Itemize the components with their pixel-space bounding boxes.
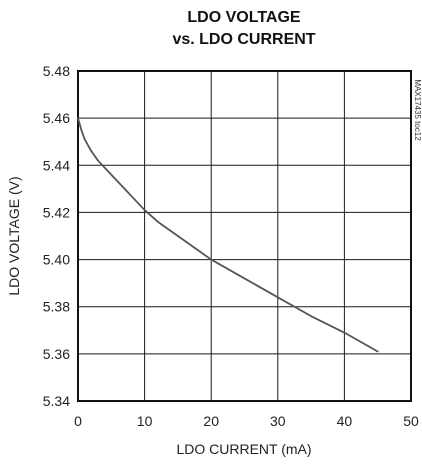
- y-tick-label: 5.48: [43, 63, 70, 79]
- y-tick-labels: 5.34 5.36 5.38 5.40 5.42 5.44 5.46 5.48: [43, 63, 70, 409]
- y-tick-label: 5.46: [43, 110, 70, 126]
- chart-title-line-1: LDO VOLTAGE: [187, 9, 301, 26]
- x-tick-label: 30: [270, 413, 286, 429]
- x-axis-label: LDO CURRENT (mA): [176, 441, 311, 457]
- x-tick-label: 50: [403, 413, 419, 429]
- x-tick-label: 0: [74, 413, 82, 429]
- x-tick-label: 20: [203, 413, 219, 429]
- y-tick-label: 5.34: [43, 393, 70, 409]
- y-tick-label: 5.40: [43, 252, 70, 268]
- y-tick-label: 5.38: [43, 299, 70, 315]
- series-line: [77, 117, 379, 353]
- y-tick-label: 5.36: [43, 346, 70, 362]
- side-label: MAX17435 toc12: [413, 79, 422, 141]
- y-axis-label: LDO VOLTAGE (V): [6, 176, 22, 295]
- x-tick-label: 10: [137, 413, 153, 429]
- y-tick-label: 5.44: [43, 157, 70, 173]
- y-tick-label: 5.42: [43, 204, 70, 220]
- chart-title-line-2: vs. LDO CURRENT: [172, 31, 315, 48]
- x-tick-label: 40: [337, 413, 353, 429]
- x-tick-labels: 0 10 20 30 40 50: [74, 413, 419, 429]
- grid-lines: [77, 70, 412, 402]
- plot-frame: [77, 70, 412, 402]
